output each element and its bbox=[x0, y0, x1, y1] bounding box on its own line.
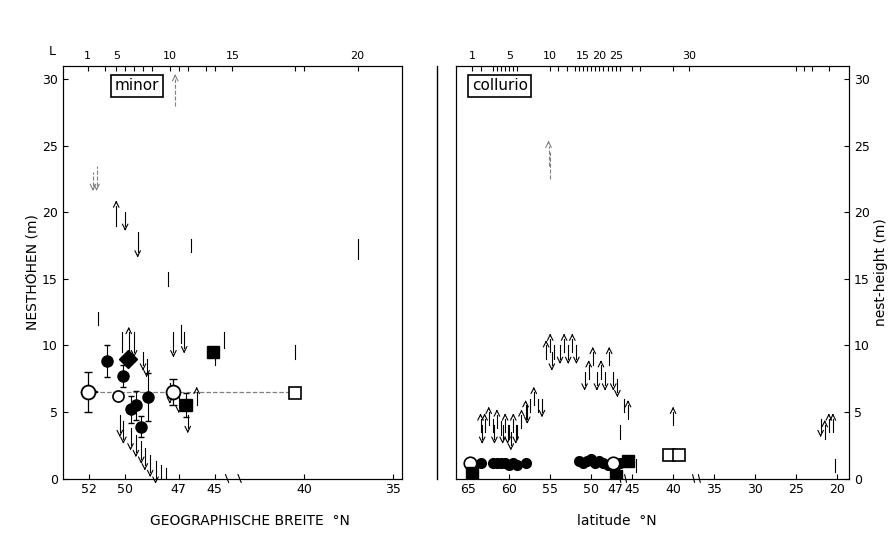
Text: minor: minor bbox=[115, 78, 159, 94]
Text: L: L bbox=[49, 45, 56, 58]
Text: GEOGRAPHISCHE BREITE  °N: GEOGRAPHISCHE BREITE °N bbox=[150, 514, 350, 528]
Y-axis label: nest-height (m): nest-height (m) bbox=[874, 218, 889, 326]
Text: collurio: collurio bbox=[472, 78, 527, 94]
Y-axis label: NESTHÖHEN (m): NESTHÖHEN (m) bbox=[25, 214, 39, 330]
Text: latitude  °N: latitude °N bbox=[577, 514, 657, 528]
